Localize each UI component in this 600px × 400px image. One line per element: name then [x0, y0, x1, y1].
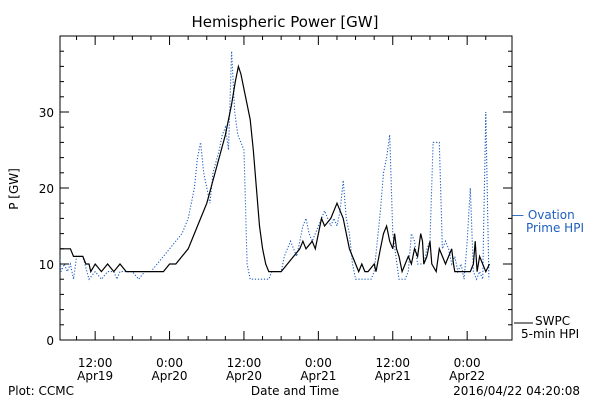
y-tick-label: 0	[46, 334, 54, 348]
series-layer	[60, 51, 491, 281]
x-axis: 12:00Apr190:00Apr2012:00Apr200:00Apr2112…	[76, 36, 487, 383]
x-axis-label: Date and Time	[251, 384, 339, 398]
x-tick-label-date: Apr21	[375, 369, 411, 383]
chart-title: Hemispheric Power [GW]	[192, 13, 379, 31]
x-tick-label-time: 0:00	[305, 356, 332, 370]
y-axis: 0 10 20 30	[39, 50, 512, 348]
y-axis-label: P [GW]	[7, 168, 21, 210]
series-swpc-line	[60, 64, 491, 274]
legend: — Ovation Prime HPI SWPC 5-min HPI	[512, 208, 584, 341]
plot-credit: Plot: CCMC	[8, 384, 74, 398]
x-tick-label-date: Apr19	[77, 369, 113, 383]
x-tick-label-time: 12:00	[78, 356, 113, 370]
legend-swpc-line1: SWPC	[535, 314, 570, 328]
x-tick-label-date: Apr20	[152, 369, 188, 383]
plot-timestamp: 2016/04/22 04:20:08	[453, 384, 580, 398]
legend-ovation-line1: — Ovation	[512, 208, 575, 222]
x-tick-label-time: 0:00	[156, 356, 183, 370]
plot-frame	[59, 35, 513, 341]
x-tick-label-time: 0:00	[454, 356, 481, 370]
x-tick-label-date: Apr22	[449, 369, 485, 383]
x-tick-label-date: Apr20	[226, 369, 262, 383]
series-ovation-prime-line	[60, 51, 490, 281]
x-tick-label-date: Apr21	[300, 369, 336, 383]
plot-area	[59, 35, 513, 341]
legend-swpc-line2: 5-min HPI	[521, 327, 579, 341]
legend-ovation-line2: Prime HPI	[526, 221, 584, 235]
y-tick-label: 30	[39, 106, 54, 120]
x-tick-label-time: 12:00	[375, 356, 410, 370]
x-tick-label-time: 12:00	[227, 356, 262, 370]
y-tick-label: 20	[39, 182, 54, 196]
y-tick-label: 10	[39, 258, 54, 272]
